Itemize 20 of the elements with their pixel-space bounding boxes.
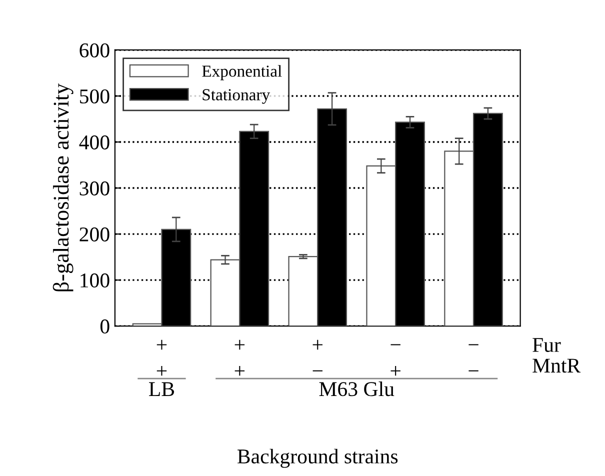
legend-label: Stationary (202, 89, 270, 104)
category-label: − − (468, 344, 478, 372)
legend-label: Exponential (202, 65, 282, 80)
x-axis-title: Background strains (238, 448, 398, 468)
y-tick-label: 500 (80, 89, 110, 104)
y-tick-label: 400 (79, 135, 110, 150)
text: MntR (532, 358, 581, 373)
text: M63 Glu (319, 381, 394, 396)
x-tick-label: + − (312, 340, 322, 372)
text: LB (149, 382, 174, 396)
x-tick-label: + + (156, 340, 167, 376)
y-tick-label: 200 (80, 227, 110, 242)
y-axis-title: β-galactosidase activity (52, 83, 74, 292)
x-tick-label: + + (234, 340, 245, 376)
y-tick-label: 600 (80, 43, 110, 58)
y-tick-label: 100 (80, 273, 110, 288)
y-tick-label: 0 (100, 319, 110, 334)
text: Fur (532, 338, 561, 352)
x-tick-label: − + (390, 344, 400, 376)
y-tick-label: 300 (80, 181, 110, 196)
